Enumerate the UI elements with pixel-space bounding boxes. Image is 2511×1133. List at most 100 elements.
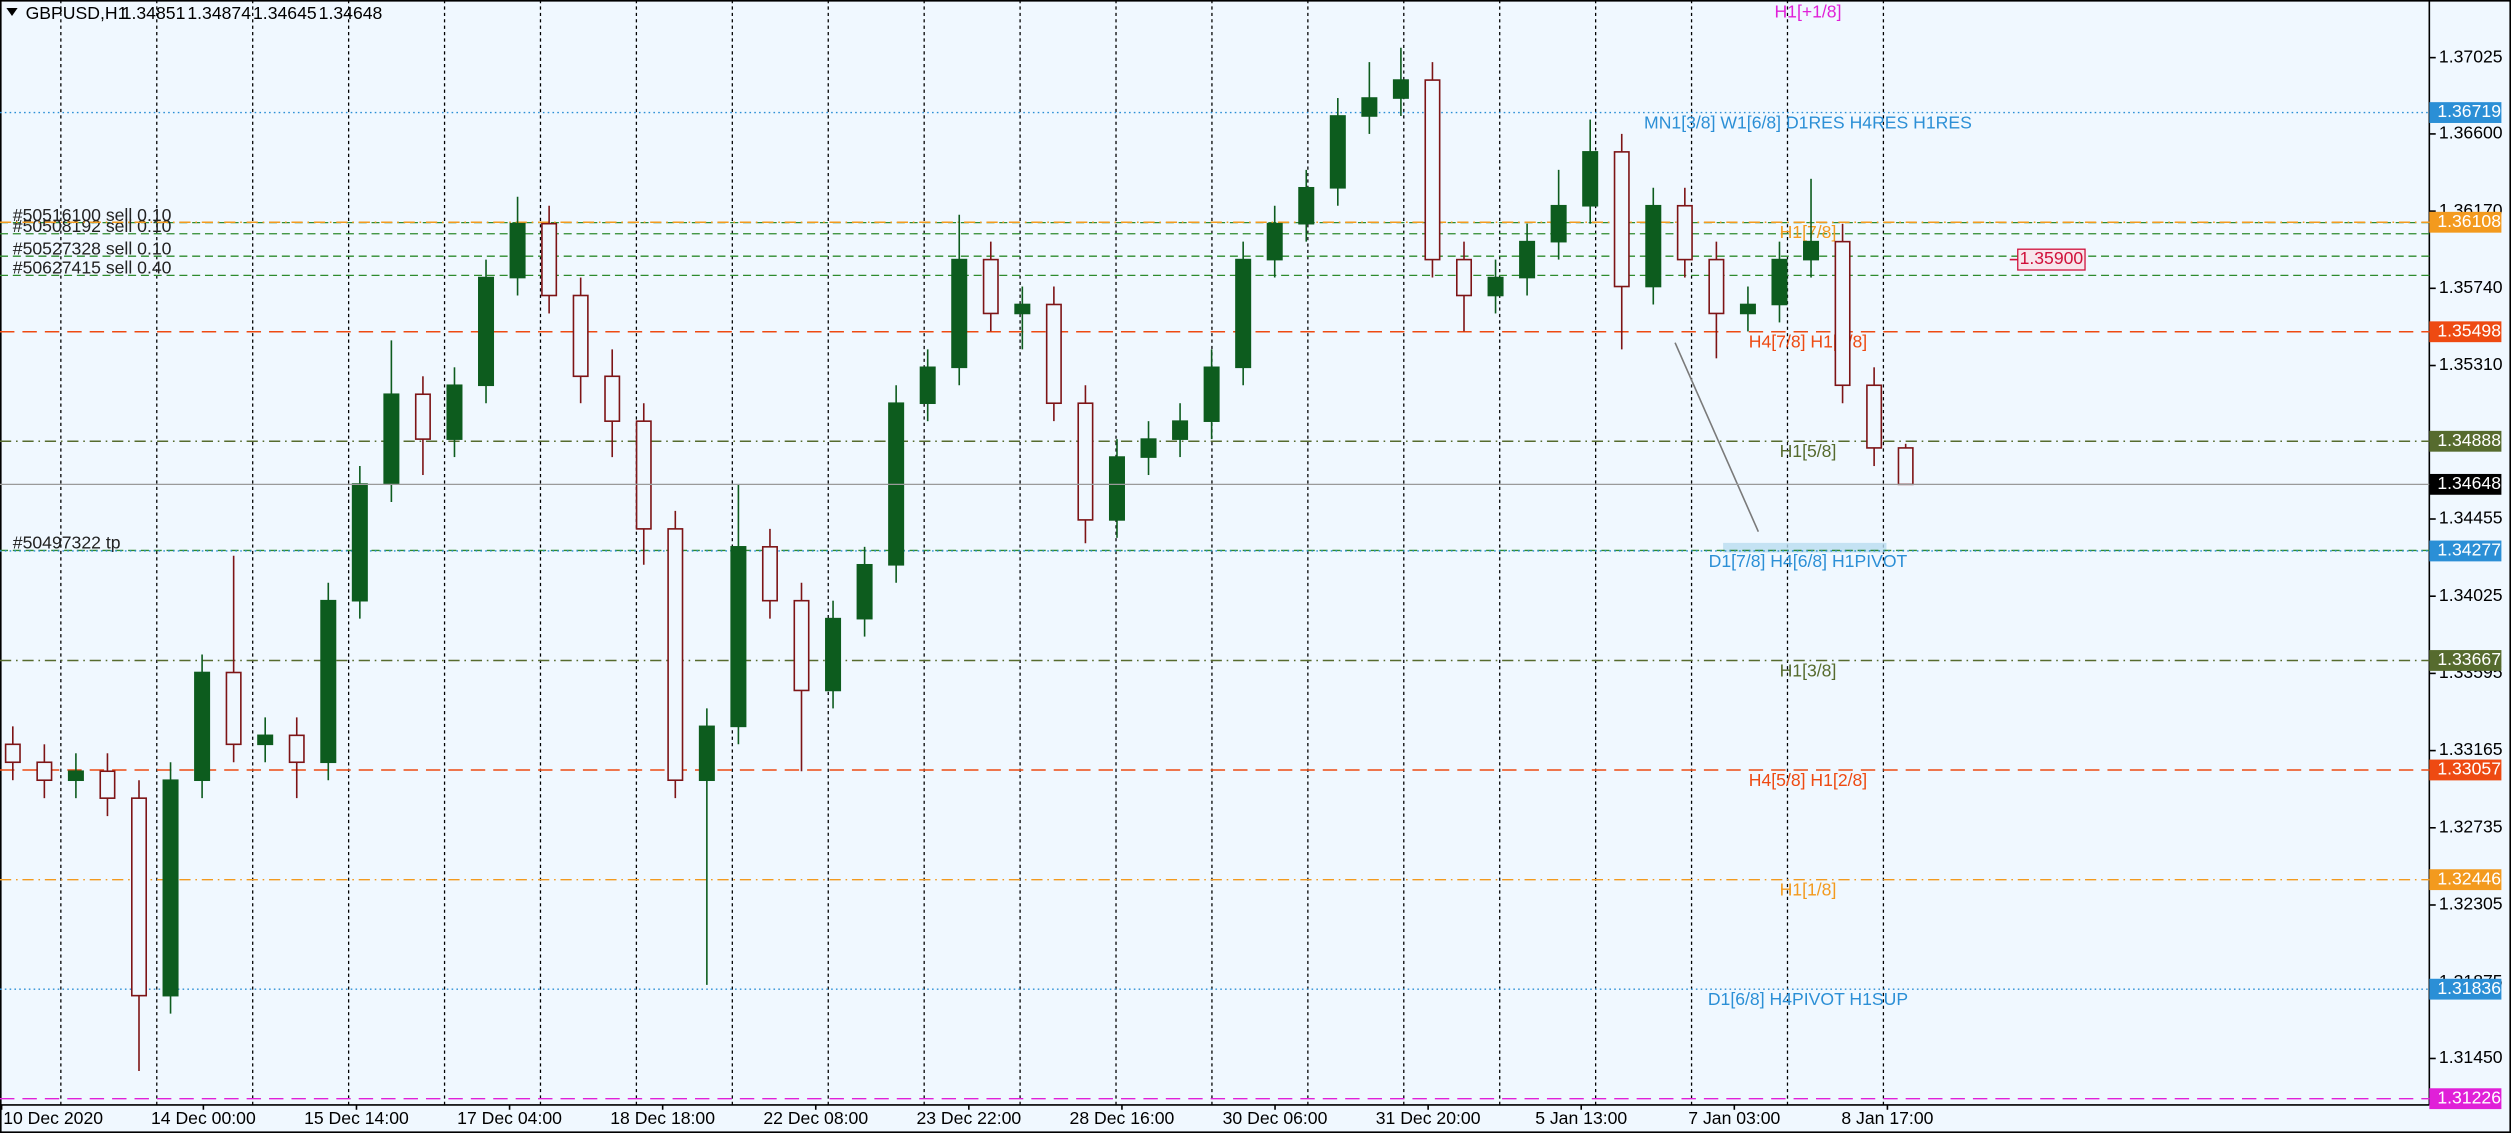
candle-body (825, 617, 842, 692)
candle-body (4, 743, 21, 764)
x-tick-label: 28 Dec 16:00 (1070, 1108, 1175, 1128)
candle-body (1140, 438, 1157, 458)
level-price-box (2429, 430, 2502, 452)
candle-body (572, 294, 589, 378)
candle-body (1519, 240, 1536, 279)
candle-body (1361, 97, 1378, 117)
level-price-box (2429, 540, 2502, 562)
x-tick-label: 30 Dec 06:00 (1223, 1108, 1328, 1128)
order-label: #50508192 sell 0.10 (13, 216, 172, 236)
zone (1723, 542, 1887, 553)
symbol: GBPUSD,H1 (26, 3, 128, 23)
bid-price-box (2429, 473, 2502, 495)
candle-body (1172, 420, 1189, 440)
candle-body (257, 734, 274, 746)
x-tick-label: 31 Dec 20:00 (1376, 1108, 1481, 1128)
x-tick-label: 10 Dec 2020 (3, 1108, 103, 1128)
y-tick-label: 1.37025 (2439, 46, 2503, 66)
candle-body (414, 393, 431, 440)
level-price-box (2429, 650, 2502, 671)
x-tick-label: 7 Jan 03:00 (1688, 1108, 1780, 1128)
pending-label: 1.35900 (2020, 248, 2084, 268)
bid-price-label: 1.34648 (2437, 473, 2501, 493)
candle-body (1266, 222, 1283, 261)
candle-body (130, 797, 148, 997)
level-text: D1[6/8] H4PIVOT H1SUP (1708, 989, 1908, 1009)
level-price-label: 1.34277 (2437, 540, 2501, 560)
level-price-box (2429, 869, 2502, 891)
candle-body (1582, 151, 1599, 207)
level-text: D1[7/8] H4[6/8] H1PIVOT (1709, 551, 1908, 571)
last-low: 1.34645 (253, 3, 317, 23)
candle-body (194, 671, 211, 782)
level-text: H1[3/8] (1780, 660, 1837, 680)
candle-body (1645, 204, 1662, 288)
x-tick-label: 22 Dec 08:00 (763, 1108, 868, 1128)
order-label: #50497322 tp (13, 533, 121, 553)
candle-body (383, 393, 400, 485)
candle-body (1329, 115, 1346, 189)
candle-body (288, 734, 305, 764)
level-text: H4[5/8] H1[2/8] (1749, 770, 1867, 790)
candle-body (1834, 240, 1851, 387)
x-tick-label: 17 Dec 04:00 (457, 1108, 562, 1128)
level-text: H1[1/8] (1780, 880, 1837, 900)
y-tick-label: 1.32735 (2439, 816, 2503, 836)
candle-body (951, 258, 968, 369)
level-price-box (2429, 321, 2502, 343)
level-price-label: 1.34888 (2437, 430, 2501, 450)
last-high: 1.34874 (187, 3, 251, 23)
y-tick-label: 1.34025 (2439, 585, 2503, 605)
level-price-box (2429, 211, 2502, 233)
level-price-label: 1.31226 (2437, 1087, 2501, 1107)
candle-body (1803, 240, 1820, 261)
candle-body (1424, 79, 1441, 261)
candle-body (1392, 79, 1409, 99)
candle-body (67, 770, 84, 782)
level-price-box (2429, 1088, 2502, 1110)
last-open: 1.34851 (122, 3, 186, 23)
candle-body (162, 779, 179, 997)
level-price-box (2429, 978, 2502, 1000)
menu-triangle[interactable] (6, 8, 18, 17)
candle-body (99, 770, 116, 799)
y-tick-label: 1.31450 (2439, 1047, 2503, 1067)
level-price-label: 1.36719 (2437, 101, 2501, 121)
candle-body (1077, 402, 1094, 521)
candle-body (36, 761, 53, 782)
level-text: H1[5/8] (1780, 441, 1837, 461)
candle-body (1487, 276, 1504, 297)
last-close: 1.34648 (319, 3, 383, 23)
x-tick-label: 5 Jan 13:00 (1535, 1108, 1627, 1128)
candle-body (1708, 258, 1725, 315)
candle-body (1676, 204, 1693, 261)
candle-body (225, 671, 242, 746)
y-tick-label: 1.34455 (2439, 508, 2503, 528)
candle-body (1739, 303, 1756, 315)
candle-body (1203, 366, 1220, 422)
candle-body (1108, 456, 1125, 521)
candle-body (509, 222, 526, 279)
candle-body (541, 222, 558, 297)
candle-body (698, 725, 715, 782)
candle-body (919, 366, 936, 405)
candle-body (1298, 186, 1315, 225)
candle-body (1045, 303, 1062, 405)
candle-body (667, 528, 684, 782)
candle-body (604, 375, 621, 422)
candle-body (793, 599, 810, 692)
candle-body (730, 546, 747, 728)
candle-body (982, 258, 999, 315)
candle-body (1866, 384, 1883, 449)
x-tick-label: 8 Jan 17:00 (1841, 1108, 1933, 1128)
x-tick-label: 18 Dec 18:00 (610, 1108, 715, 1128)
candle-body (1014, 303, 1031, 315)
y-tick-label: 1.32305 (2439, 894, 2503, 914)
candle-body (478, 276, 495, 387)
pending-box (2017, 248, 2086, 271)
y-tick-label: 1.33165 (2439, 739, 2503, 759)
candle-body (1897, 447, 1914, 486)
